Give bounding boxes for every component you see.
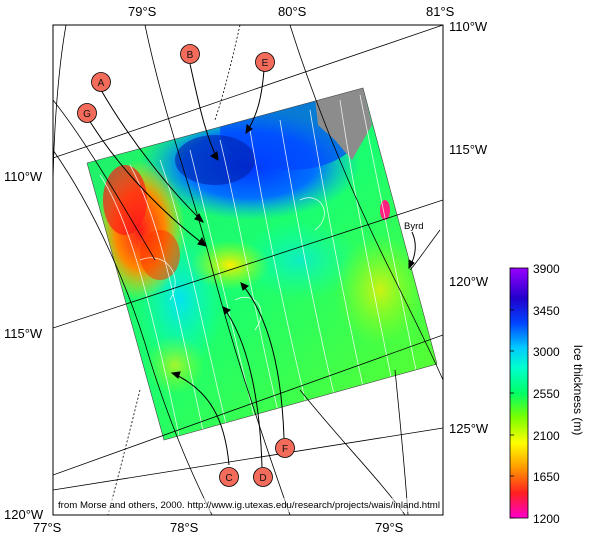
credit-text: from Morse and others, 2000. http://www.… <box>58 500 440 511</box>
colorbar-tick-1200: 1200 <box>533 512 560 526</box>
right-label-120w: 120°W <box>449 274 489 289</box>
marker-c: C <box>219 467 239 487</box>
right-label-115w: 115°W <box>449 142 488 157</box>
svg-text:F: F <box>282 444 288 455</box>
svg-text:D: D <box>259 473 266 484</box>
svg-text:C: C <box>225 473 232 484</box>
top-label-80s: 80°S <box>278 4 307 19</box>
marker-d: D <box>253 467 273 487</box>
bottom-label-77s: 77°S <box>33 520 62 535</box>
byrd-label: Byrd <box>404 221 424 232</box>
colorbar-tick-3000: 3000 <box>533 345 560 359</box>
right-label-125w: 125°W <box>449 421 489 436</box>
colorbar-labels: 3900 3450 3000 2550 2100 1650 1200 <box>533 262 560 526</box>
ice-thickness-raster <box>87 88 437 440</box>
colorbar-title: Ice thickness (m) <box>571 345 585 436</box>
axis-labels: 79°S 80°S 81°S 110°W 115°W 120°W 125°W 1… <box>4 4 489 535</box>
marker-e: E <box>255 52 275 72</box>
marker-g: G <box>77 103 97 123</box>
annotation-arrows <box>88 63 416 468</box>
svg-text:B: B <box>187 50 194 61</box>
graticule <box>53 25 443 515</box>
marker-f: F <box>275 438 295 458</box>
credit-background <box>56 498 442 512</box>
marker-b: B <box>180 44 200 64</box>
colorbar-ticks <box>510 267 514 519</box>
colorbar-tick-2100: 2100 <box>533 429 560 443</box>
svg-text:E: E <box>262 58 269 69</box>
data-boundary <box>86 87 438 441</box>
svg-text:A: A <box>98 78 105 89</box>
marker-a: A <box>91 72 111 92</box>
right-label-110w: 110°W <box>449 19 488 34</box>
colorbar-tick-2550: 2550 <box>533 387 560 401</box>
colorbar-tick-3900: 3900 <box>533 262 560 276</box>
top-label-81s: 81°S <box>426 4 455 19</box>
left-label-110w: 110°W <box>4 169 43 184</box>
left-label-115w: 115°W <box>4 326 43 341</box>
svg-text:G: G <box>83 109 91 120</box>
bottom-label-79s: 79°S <box>375 520 404 535</box>
left-label-120w: 120°W <box>4 507 44 522</box>
colorbar-tick-3450: 3450 <box>533 304 560 318</box>
bottom-label-78s: 78°S <box>170 520 199 535</box>
colorbar-tick-1650: 1650 <box>533 470 560 484</box>
top-label-79s: 79°S <box>128 4 157 19</box>
